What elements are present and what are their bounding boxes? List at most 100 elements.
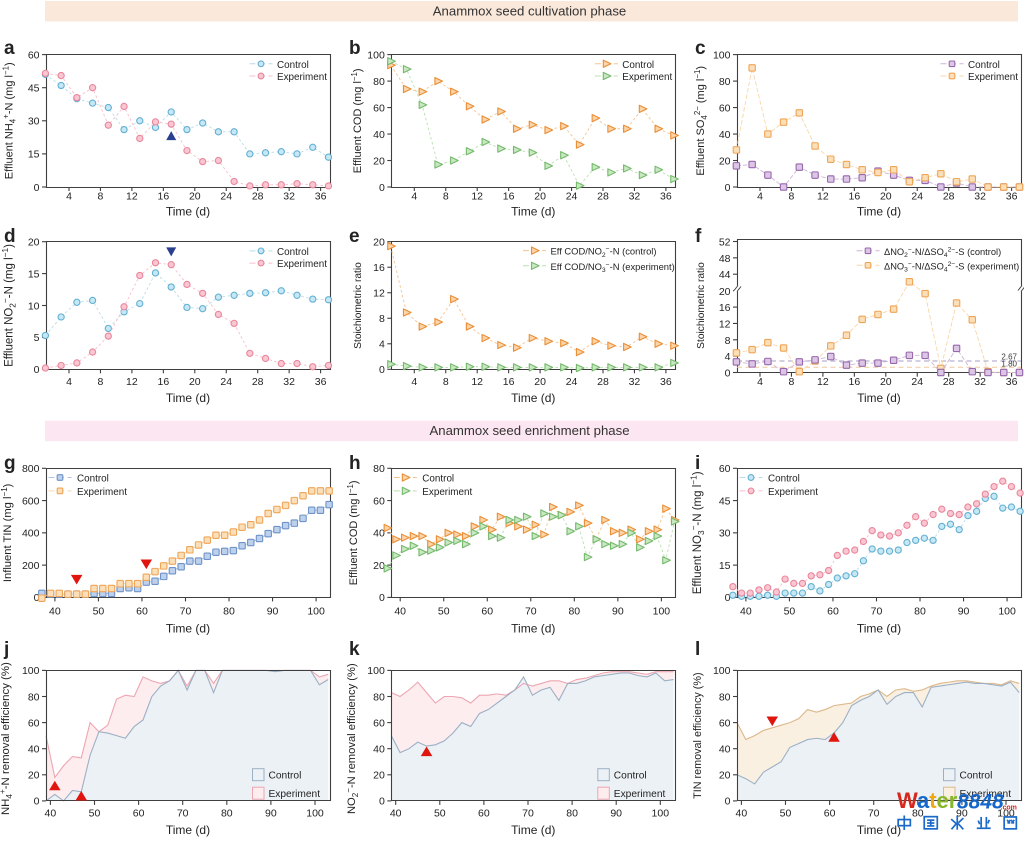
svg-text:16: 16 <box>503 190 515 202</box>
svg-text:48: 48 <box>719 253 731 265</box>
svg-text:16: 16 <box>849 190 861 202</box>
svg-text:16: 16 <box>158 376 170 388</box>
svg-text:70: 70 <box>177 808 189 820</box>
svg-text:60: 60 <box>28 717 40 729</box>
svg-text:k: k <box>349 639 360 660</box>
svg-text:4: 4 <box>411 190 417 202</box>
svg-text:100: 100 <box>367 665 385 677</box>
svg-text:Control: Control <box>622 60 654 71</box>
svg-text:Time (d): Time (d) <box>166 823 210 837</box>
svg-text:Control: Control <box>960 771 993 782</box>
svg-text:52: 52 <box>719 237 731 249</box>
svg-text:b: b <box>349 38 361 59</box>
svg-text:Time (d): Time (d) <box>166 205 210 219</box>
svg-text:70: 70 <box>522 808 534 820</box>
svg-text:60: 60 <box>719 717 731 729</box>
svg-text:15: 15 <box>28 268 40 280</box>
svg-text:8: 8 <box>379 313 385 325</box>
svg-text:ΔNO2−-N/ΔSO42−-S (control): ΔNO2−-N/ΔSO42−-S (control) <box>884 246 1001 259</box>
svg-text:Experiment: Experiment <box>968 72 1018 83</box>
svg-text:12: 12 <box>126 190 138 202</box>
svg-text:24: 24 <box>566 190 578 202</box>
svg-text:28: 28 <box>252 190 264 202</box>
svg-text:70: 70 <box>871 606 883 618</box>
svg-text:0: 0 <box>34 182 40 194</box>
svg-text:40: 40 <box>394 606 406 618</box>
svg-text:100: 100 <box>998 606 1016 618</box>
svg-text:5: 5 <box>34 332 40 344</box>
svg-text:80: 80 <box>28 691 40 703</box>
svg-text:i: i <box>695 453 700 474</box>
svg-text:Time (d): Time (d) <box>166 391 210 405</box>
svg-text:4: 4 <box>725 351 731 363</box>
svg-text:45: 45 <box>719 495 731 507</box>
svg-text:80: 80 <box>373 463 385 475</box>
svg-text:8: 8 <box>443 190 449 202</box>
svg-text:20: 20 <box>719 286 731 298</box>
svg-text:60: 60 <box>136 606 148 618</box>
svg-text:12: 12 <box>817 376 829 388</box>
svg-text:8: 8 <box>443 376 449 388</box>
svg-text:90: 90 <box>958 606 970 618</box>
svg-text:20: 20 <box>28 770 40 782</box>
svg-text:g: g <box>4 453 16 474</box>
svg-text:Anammox seed enrichment phase: Anammox seed enrichment phase <box>429 423 629 438</box>
svg-text:100: 100 <box>713 665 731 677</box>
svg-text:36: 36 <box>660 376 672 388</box>
svg-text:24: 24 <box>220 376 232 388</box>
svg-text:90: 90 <box>610 808 622 820</box>
svg-text:28: 28 <box>597 376 609 388</box>
svg-text:80: 80 <box>912 808 924 820</box>
svg-text:12: 12 <box>719 318 731 330</box>
svg-text:32: 32 <box>974 190 986 202</box>
svg-text:50: 50 <box>784 606 796 618</box>
svg-text:Control: Control <box>277 60 309 71</box>
svg-text:20: 20 <box>373 237 385 249</box>
svg-text:30: 30 <box>28 116 40 128</box>
svg-text:32: 32 <box>283 190 295 202</box>
svg-text:20: 20 <box>719 155 731 167</box>
svg-text:15: 15 <box>28 149 40 161</box>
svg-text:d: d <box>4 226 16 247</box>
svg-text:Control: Control <box>614 771 647 782</box>
svg-text:20: 20 <box>189 190 201 202</box>
svg-text:40: 40 <box>390 808 402 820</box>
svg-text:32: 32 <box>629 190 641 202</box>
svg-text:60: 60 <box>373 717 385 729</box>
svg-text:50: 50 <box>438 606 450 618</box>
svg-text:4: 4 <box>379 339 385 351</box>
svg-text:80: 80 <box>373 691 385 703</box>
svg-text:Effluent SO42− (mg l−1): Effluent SO42− (mg l−1) <box>693 66 709 176</box>
svg-text:20: 20 <box>28 237 40 249</box>
svg-text:0: 0 <box>379 592 385 604</box>
svg-text:12: 12 <box>471 190 483 202</box>
svg-text:60: 60 <box>719 463 731 475</box>
svg-text:70: 70 <box>868 808 880 820</box>
svg-text:12: 12 <box>471 376 483 388</box>
svg-text:50: 50 <box>780 808 792 820</box>
svg-text:.com: .com <box>1001 805 1017 812</box>
svg-text:400: 400 <box>22 528 40 540</box>
svg-text:20: 20 <box>719 770 731 782</box>
svg-text:40: 40 <box>373 528 385 540</box>
svg-text:Time (d): Time (d) <box>857 391 901 405</box>
svg-text:20: 20 <box>373 560 385 572</box>
svg-text:12: 12 <box>817 190 829 202</box>
svg-text:16: 16 <box>373 262 385 274</box>
svg-text:Time (d): Time (d) <box>166 622 210 636</box>
svg-text:36: 36 <box>1006 190 1018 202</box>
svg-text:50: 50 <box>89 808 101 820</box>
svg-text:100: 100 <box>307 606 325 618</box>
svg-text:Time (d): Time (d) <box>511 205 555 219</box>
svg-text:36: 36 <box>1006 376 1018 388</box>
svg-text:Experiment: Experiment <box>277 259 327 270</box>
svg-text:12: 12 <box>126 376 138 388</box>
svg-text:Experiment: Experiment <box>269 789 321 800</box>
svg-text:NO2−-N removal efficiency (%): NO2−-N removal efficiency (%) <box>344 663 360 814</box>
svg-text:Experiment: Experiment <box>622 72 672 83</box>
svg-text:Time (d): Time (d) <box>511 823 555 837</box>
svg-text:40: 40 <box>49 606 61 618</box>
svg-text:0: 0 <box>725 592 731 604</box>
svg-text:70: 70 <box>525 606 537 618</box>
svg-text:0: 0 <box>725 182 731 194</box>
